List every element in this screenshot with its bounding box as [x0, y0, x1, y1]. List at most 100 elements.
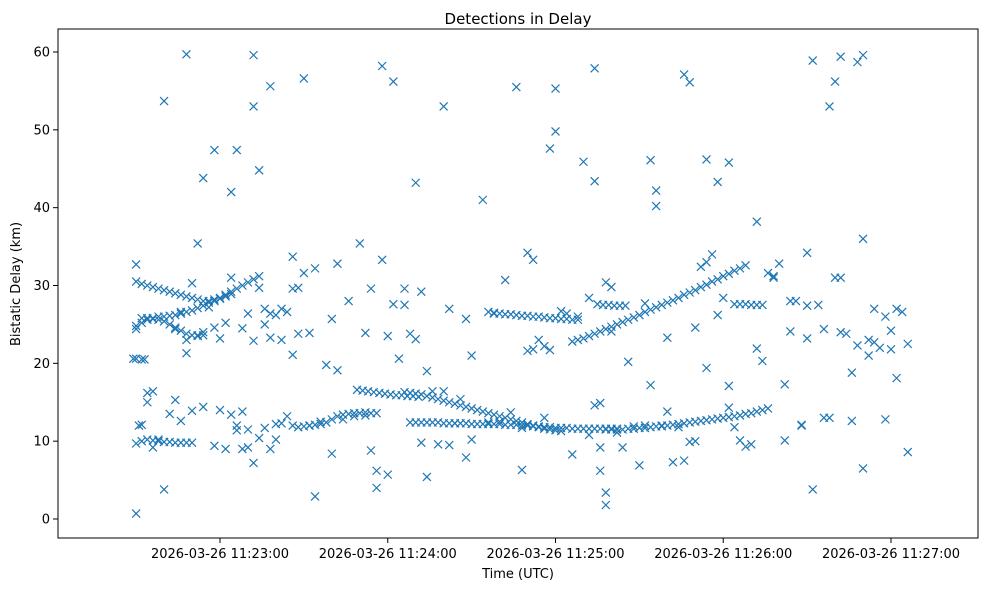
data-point: [651, 201, 661, 211]
data-point: [724, 158, 734, 167]
data-point: [662, 407, 672, 417]
data-point: [858, 50, 868, 60]
y-tick-label: 50: [33, 123, 50, 138]
data-point: [182, 291, 191, 301]
data-point: [131, 509, 141, 518]
data-point: [232, 425, 242, 435]
data-point: [780, 379, 790, 389]
data-point: [595, 442, 605, 452]
y-axis-title: Bistatic Delay (km): [9, 222, 24, 346]
data-point: [523, 419, 532, 429]
data-point: [193, 239, 203, 248]
data-point: [444, 304, 454, 314]
data-point: [713, 274, 723, 284]
data-point: [187, 406, 197, 416]
data-point: [702, 154, 711, 164]
data-point: [662, 298, 672, 308]
data-point: [383, 331, 393, 341]
data-point: [674, 422, 683, 432]
data-point: [897, 307, 907, 317]
data-point: [243, 277, 253, 287]
data-point: [819, 324, 829, 334]
data-point: [853, 57, 862, 67]
data-point: [472, 405, 482, 415]
data-point: [640, 307, 650, 317]
data-point: [730, 266, 739, 276]
data-point: [170, 395, 180, 405]
data-point: [467, 404, 477, 413]
data-point: [802, 301, 812, 311]
data-point: [718, 293, 728, 303]
data-point: [880, 312, 890, 322]
data-point: [595, 326, 605, 336]
data-point: [131, 324, 141, 334]
data-point: [433, 439, 443, 449]
data-point: [333, 365, 342, 375]
data-point: [154, 435, 163, 445]
data-point: [461, 314, 471, 324]
data-point: [864, 335, 874, 345]
data-point: [310, 263, 320, 273]
data-point: [825, 413, 834, 423]
data-point: [321, 360, 331, 370]
data-point: [730, 422, 739, 432]
data-point: [785, 326, 795, 336]
data-point: [674, 293, 683, 303]
data-point: [774, 259, 784, 269]
data-point: [176, 290, 186, 300]
data-point: [713, 310, 723, 320]
data-point: [215, 334, 225, 343]
data-point: [573, 312, 583, 322]
data-point: [198, 301, 208, 311]
data-point: [595, 398, 605, 408]
data-point: [249, 336, 258, 346]
data-point: [573, 335, 583, 345]
data-point: [746, 408, 756, 418]
data-point: [355, 239, 365, 248]
data-point: [685, 288, 695, 297]
data-point: [702, 363, 711, 373]
data-point: [193, 331, 203, 341]
data-point: [601, 488, 611, 497]
data-point: [556, 426, 566, 436]
data-point: [288, 350, 298, 360]
data-point: [237, 323, 247, 333]
data-point: [411, 178, 421, 188]
data-point: [690, 323, 700, 332]
data-point: [528, 255, 538, 265]
data-point: [134, 421, 144, 431]
data-point: [439, 386, 449, 396]
data-point: [467, 435, 477, 445]
data-point: [366, 284, 376, 294]
data-point: [215, 294, 225, 304]
data-point: [853, 341, 862, 350]
data-point: [209, 441, 219, 451]
data-point: [131, 321, 141, 331]
data-point: [640, 298, 650, 308]
data-point: [154, 315, 163, 325]
data-point: [836, 273, 846, 283]
data-point: [511, 82, 521, 92]
data-point: [237, 444, 247, 454]
data-point: [265, 81, 275, 91]
data-point: [450, 399, 460, 409]
data-point: [702, 280, 711, 290]
data-point: [137, 420, 147, 430]
data-point: [372, 408, 381, 418]
y-tick-label: 10: [33, 435, 50, 450]
data-point: [243, 442, 253, 452]
data-point: [360, 411, 370, 420]
data-point: [629, 312, 639, 322]
data-point: [506, 407, 516, 417]
data-point: [741, 442, 751, 452]
data-point: [310, 492, 320, 501]
data-point: [461, 402, 471, 412]
data-point: [612, 428, 622, 438]
data-point: [478, 195, 488, 205]
data-point: [551, 126, 560, 136]
data-point: [534, 422, 544, 432]
data-point: [327, 314, 337, 324]
data-point: [539, 341, 549, 351]
data-point: [713, 177, 723, 187]
data-point: [528, 344, 538, 354]
